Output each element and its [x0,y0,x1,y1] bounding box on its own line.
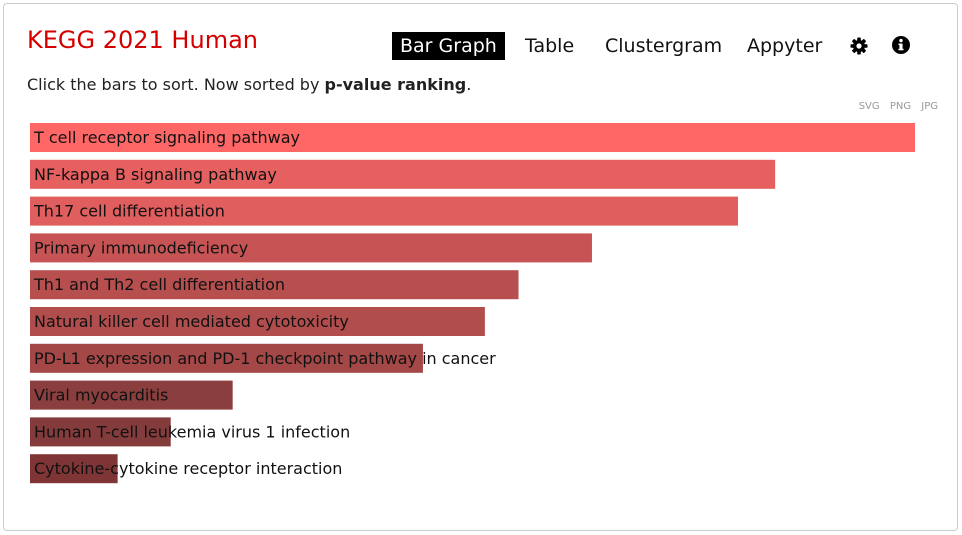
info-icon[interactable] [891,35,911,55]
bar-9[interactable] [30,417,171,447]
export-jpg-link[interactable]: JPG [921,101,938,112]
bar-4[interactable] [30,233,592,263]
gear-icon[interactable] [849,36,869,56]
sort-instructions-text: Click the bars to sort. Now sorted by [27,75,325,94]
library-title: KEGG 2021 Human [27,26,258,54]
sort-instructions-end: . [466,75,472,94]
tab-bar-graph[interactable]: Bar Graph [392,32,505,60]
tab-appyter[interactable]: Appyter [747,35,823,57]
bar-8[interactable] [30,380,233,410]
tab-clustergram[interactable]: Clustergram [605,35,723,57]
bar-7[interactable] [30,343,423,373]
bar-5[interactable] [30,270,519,300]
bar-1[interactable] [30,123,915,152]
export-links: SVG PNG JPG [852,101,938,112]
bar-3[interactable] [30,196,738,226]
sort-key: p-value ranking [324,75,467,94]
bar-10[interactable] [30,454,118,484]
export-png-link[interactable]: PNG [889,101,912,112]
bar-2[interactable] [30,159,776,189]
bar-6[interactable] [30,307,485,336]
tab-table[interactable]: Table [525,35,575,57]
export-svg-link[interactable]: SVG [858,101,880,112]
sort-instructions: Click the bars to sort. Now sorted by p-… [27,75,471,94]
